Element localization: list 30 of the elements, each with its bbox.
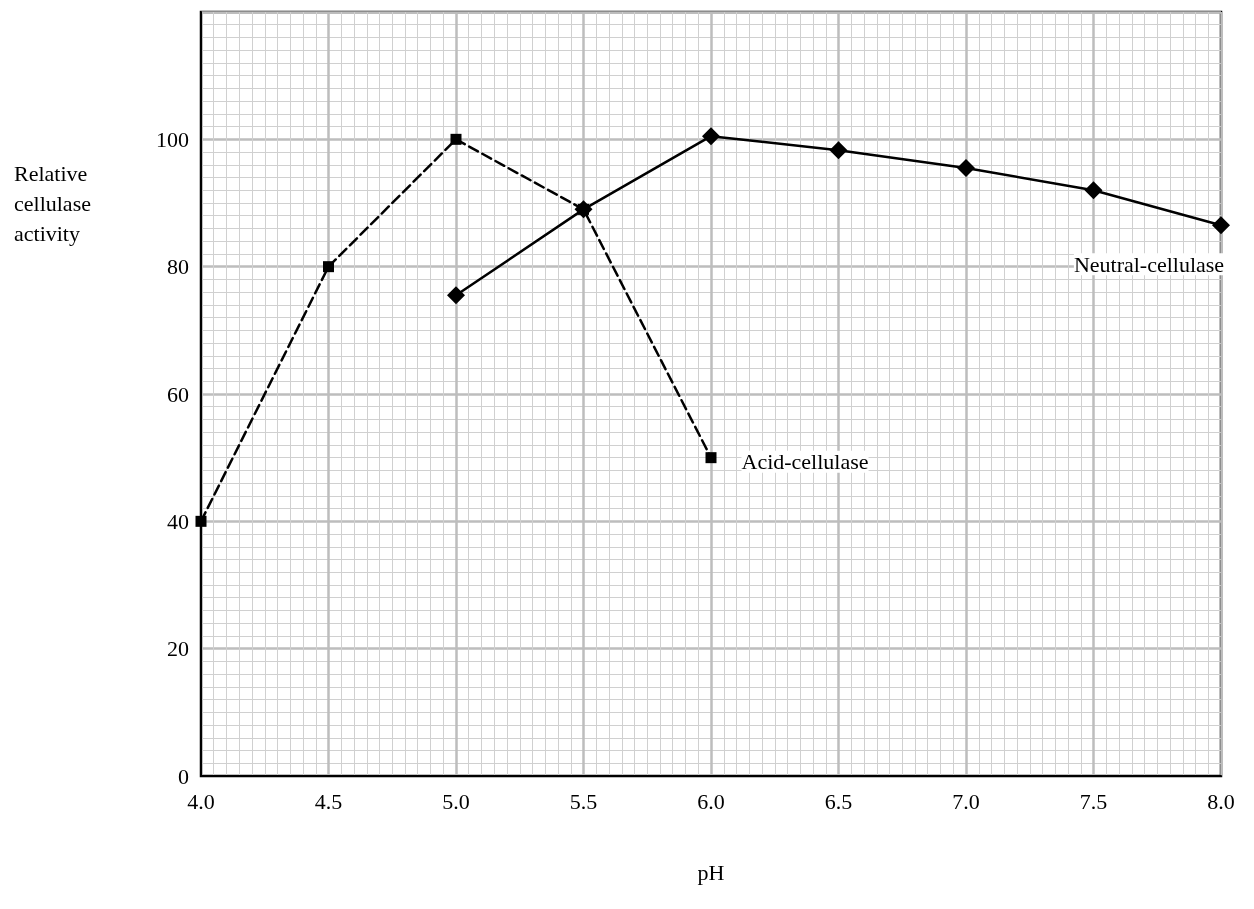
point (1212, 216, 1230, 235)
x-tick-label: 7.5 (1079, 788, 1108, 814)
series-label: Acid-cellulase (741, 449, 869, 475)
x-tick-label: 7.0 (952, 788, 980, 814)
y-tick-label: 60 (167, 381, 189, 407)
x-tick-label: 4.5 (314, 788, 343, 814)
x-tick-label: 5.0 (442, 788, 470, 814)
point (957, 158, 975, 177)
point (705, 452, 717, 464)
x-tick-label: 5.5 (569, 788, 598, 814)
y-tick-label: 20 (167, 636, 189, 662)
y-tick-label: 0 (178, 763, 189, 789)
x-tick-label: 6.5 (824, 788, 853, 814)
point (1084, 181, 1103, 200)
point (702, 127, 720, 146)
y-tick-label: 40 (167, 508, 189, 534)
point (829, 141, 848, 160)
point (574, 200, 593, 219)
point (450, 133, 462, 145)
point (195, 515, 207, 527)
x-axis-title: pH (697, 859, 725, 885)
x-tick-label: 6.0 (697, 788, 725, 814)
x-tick-label: 8.0 (1207, 788, 1235, 814)
y-tick-label: 100 (156, 126, 189, 152)
y-tick-label: 80 (167, 254, 189, 280)
point (323, 261, 334, 273)
y-axis-title: Relative cellulase activity (14, 160, 97, 246)
series-label: Neutral-cellulase (1073, 251, 1225, 277)
point (447, 286, 465, 305)
x-tick-label: 4.0 (187, 788, 215, 814)
